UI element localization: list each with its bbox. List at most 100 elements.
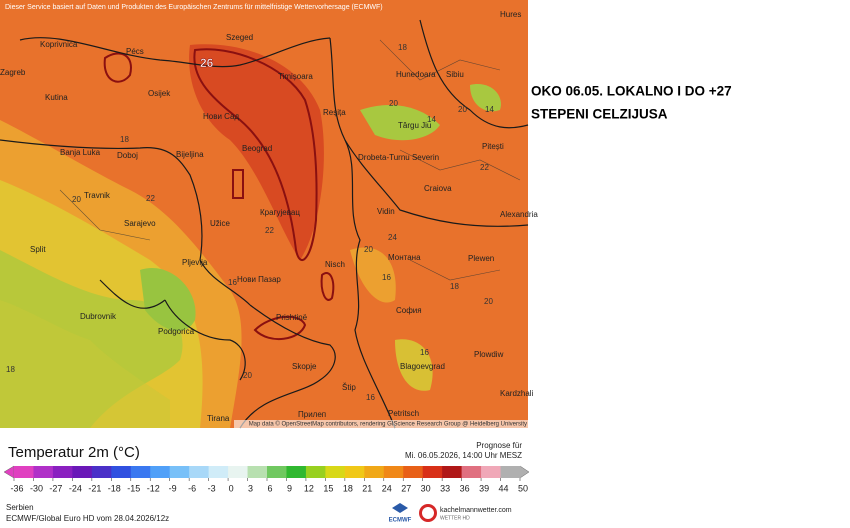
temperature-label: 18 bbox=[450, 282, 459, 291]
brand-sub: WETTER HD bbox=[440, 515, 470, 521]
scale-tick-label: 27 bbox=[401, 483, 411, 493]
temperature-label: 20 bbox=[458, 105, 467, 114]
city: Dubrovnik bbox=[80, 312, 117, 321]
scale-swatch bbox=[422, 466, 443, 478]
temperature-label: 16 bbox=[420, 348, 429, 357]
city: Prishtinë bbox=[276, 313, 308, 322]
city: Монтана bbox=[388, 253, 421, 262]
isotherm bbox=[232, 169, 244, 199]
scale-tick-label: 6 bbox=[267, 483, 272, 493]
annotation: STEPENI CELZIJUSA bbox=[531, 107, 668, 122]
city: Bijeljina bbox=[176, 150, 204, 159]
city: Hunedoara bbox=[396, 70, 436, 79]
city: Travnik bbox=[84, 191, 111, 200]
city: Plowdiw bbox=[474, 350, 504, 359]
scale-tick-label: 33 bbox=[440, 483, 450, 493]
scale-swatch bbox=[111, 466, 132, 478]
city: Štip bbox=[342, 383, 356, 392]
city: Timișoara bbox=[278, 72, 313, 81]
temperature-label: 20 bbox=[243, 371, 252, 380]
city: Alexandria bbox=[500, 210, 538, 219]
cool-area bbox=[140, 268, 196, 331]
city: Pitești bbox=[482, 142, 504, 151]
city: Pljevlja bbox=[182, 258, 208, 267]
city: Koprivnica bbox=[40, 40, 78, 49]
hot-area bbox=[189, 44, 324, 260]
model-run: ECMWF/Global Euro HD vom 28.04.2026/12z bbox=[6, 514, 169, 523]
scale-swatch bbox=[189, 466, 210, 478]
city: Reșița bbox=[323, 108, 346, 117]
scale-swatch bbox=[403, 466, 424, 478]
temperature-label: 18 bbox=[398, 43, 407, 52]
temperature-label: 16 bbox=[366, 393, 375, 402]
city: Крагујевац bbox=[260, 208, 300, 217]
city: Sarajevo bbox=[124, 219, 156, 228]
color-scale: -36 -30 -27 -24 -21 -18 -15 -12 -9 -6 -3 0 3 6 9 12 15 18… bbox=[3, 465, 530, 493]
scale-tick-label: -30 bbox=[30, 483, 43, 493]
city: Craiova bbox=[424, 184, 452, 193]
scale-swatch bbox=[169, 466, 190, 478]
scale-tick-label: -6 bbox=[188, 483, 196, 493]
scale-tick-label: 44 bbox=[499, 483, 509, 493]
legend-title: Temperatur 2m (°C) bbox=[8, 444, 140, 461]
scale-tick-label: -21 bbox=[88, 483, 101, 493]
city: Podgorica bbox=[158, 327, 195, 336]
header: Dieser Service basiert auf Daten und Pro… bbox=[5, 4, 383, 11]
scale-tick-label: -36 bbox=[10, 483, 23, 493]
temperature-label: 22 bbox=[265, 226, 274, 235]
scale-tick-label: 12 bbox=[304, 483, 314, 493]
temperature-label: 16 bbox=[382, 273, 391, 282]
map: 26 Dieser Service basiert auf Daten und … bbox=[0, 0, 538, 429]
brand: kachelmannwetter.com bbox=[440, 507, 512, 514]
city: Vidin bbox=[377, 207, 395, 216]
scale-tick-label: -24 bbox=[69, 483, 82, 493]
annotation: OKO 06.05. LOKALNO I DO +27 bbox=[531, 84, 732, 99]
scale-swatch bbox=[150, 466, 171, 478]
forecast-time: Mi. 06.05.2026, 14:00 Uhr MESZ bbox=[405, 451, 522, 460]
temperature-labels: 18 20 14 20 14 22 20 22 20 24 16 18 16 1… bbox=[6, 43, 494, 402]
attribution: Map data © OpenStreetMap contributors, r… bbox=[249, 421, 527, 428]
temperature-label: 20 bbox=[389, 99, 398, 108]
city: Doboj bbox=[117, 151, 138, 160]
scale-tick-label: 50 bbox=[518, 483, 528, 493]
scale-swatch bbox=[461, 466, 482, 478]
scale-swatch bbox=[305, 466, 326, 478]
temperature-label: 14 bbox=[427, 115, 436, 124]
scale-tick-label: -3 bbox=[208, 483, 216, 493]
warm-area bbox=[350, 247, 396, 303]
scale-tick-label: -12 bbox=[147, 483, 160, 493]
scale-swatch bbox=[442, 466, 463, 478]
scale-tick-label: 0 bbox=[229, 483, 234, 493]
scale-tick-label: 30 bbox=[421, 483, 431, 493]
scale-tick-label: -27 bbox=[49, 483, 62, 493]
isotherm bbox=[193, 48, 318, 261]
scale-swatch bbox=[383, 466, 404, 478]
city: Nisch bbox=[325, 260, 345, 269]
temperature-label: 18 bbox=[120, 135, 129, 144]
cool-area bbox=[360, 105, 440, 141]
regional-borders bbox=[59, 39, 521, 281]
attribution-bg bbox=[234, 420, 528, 428]
scale-tick-label: 3 bbox=[248, 483, 253, 493]
city: Banja Luka bbox=[60, 148, 101, 157]
max-label: 26 bbox=[200, 56, 214, 70]
temperature-label: 20 bbox=[484, 297, 493, 306]
city: Petritsch bbox=[388, 409, 419, 418]
scale-tick-label: 36 bbox=[460, 483, 470, 493]
city: Прилеп bbox=[298, 410, 326, 419]
city: Drobeta-Turnu Severin bbox=[358, 153, 439, 162]
isotherm bbox=[320, 272, 335, 301]
scale-swatch bbox=[72, 466, 93, 478]
scale-swatch bbox=[364, 466, 385, 478]
city: Plewen bbox=[468, 254, 494, 263]
scale-swatch bbox=[481, 466, 502, 478]
region: Serbien bbox=[6, 503, 34, 512]
city: Нови Сад bbox=[203, 112, 239, 121]
city: Kardzhali bbox=[500, 389, 534, 398]
city: Zagreb bbox=[0, 68, 26, 77]
scale-tick-label: 15 bbox=[323, 483, 333, 493]
city: Užice bbox=[210, 219, 231, 228]
scale-swatch bbox=[52, 466, 73, 478]
brand-logo: kachelmannwetter.com WETTER HD bbox=[419, 504, 512, 522]
